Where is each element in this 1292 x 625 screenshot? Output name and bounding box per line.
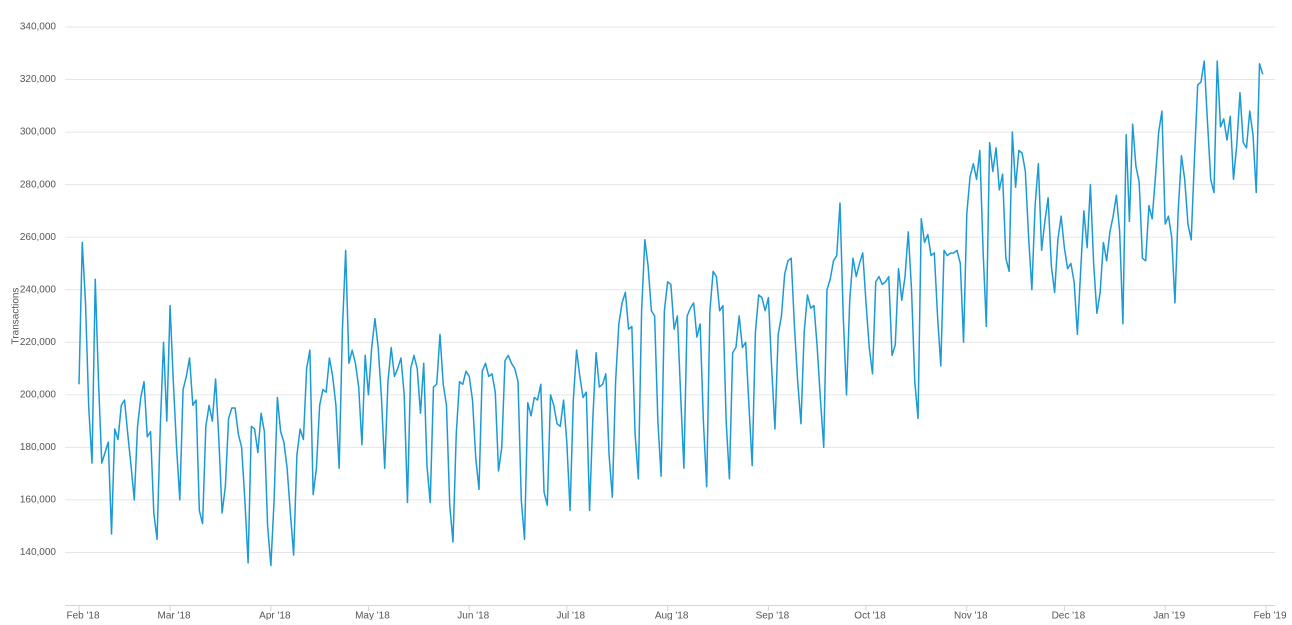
x-tick-label: Apr '18	[259, 611, 291, 620]
y-tick-label: 180,000	[20, 442, 57, 453]
data-line	[78, 60, 1264, 567]
y-tick-label: 260,000	[20, 232, 57, 243]
x-tick-label: Mar '18	[158, 611, 191, 620]
x-tick-label: Sep '18	[756, 611, 790, 620]
x-tick-label: Dec '18	[1052, 611, 1086, 620]
x-tick-label: Nov '18	[954, 611, 988, 620]
x-tick-label: Jul '18	[557, 611, 586, 620]
x-tick-label: Feb '19	[1253, 611, 1286, 620]
y-tick-label: 240,000	[20, 284, 57, 295]
y-tick-label: 340,000	[20, 22, 57, 33]
y-tick-label: 160,000	[20, 495, 57, 506]
x-tick-label: May '18	[355, 611, 390, 620]
x-tick-label: Feb '18	[66, 611, 99, 620]
y-tick-label: 200,000	[20, 389, 57, 400]
x-tick-label: Aug '18	[655, 611, 689, 620]
y-tick-label: 220,000	[20, 337, 57, 348]
y-tick-label: 320,000	[20, 74, 57, 85]
y-tick-label: 300,000	[20, 127, 57, 138]
x-tick-label: Oct '18	[854, 611, 886, 620]
y-tick-label: 140,000	[20, 547, 57, 558]
y-tick-label: 280,000	[20, 179, 57, 190]
y-axis-label: Transactions	[11, 288, 22, 345]
x-tick-label: Jan '19	[1153, 611, 1185, 620]
x-tick-label: Jun '18	[457, 611, 489, 620]
